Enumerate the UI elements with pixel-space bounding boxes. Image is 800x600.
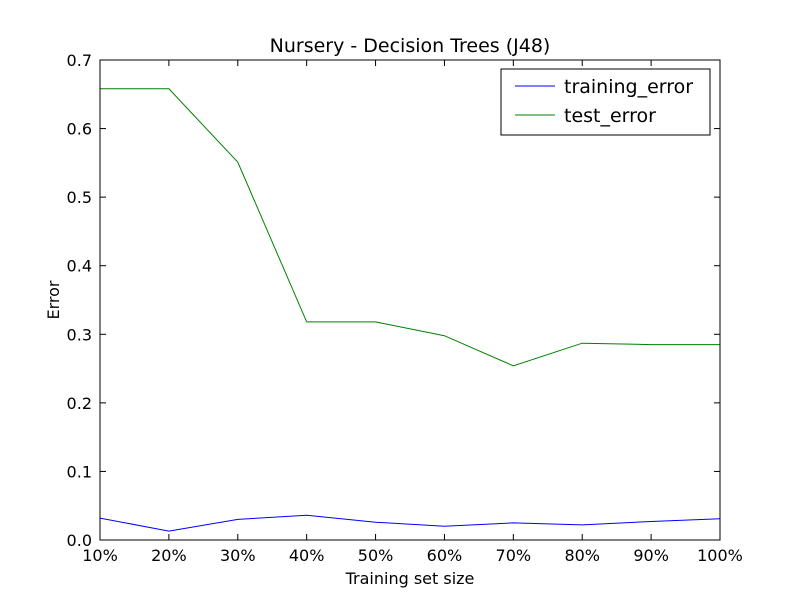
chart-title: Nursery - Decision Trees (J48)	[270, 35, 551, 57]
x-tick-label: 80%	[564, 546, 600, 565]
plot-area-frame	[99, 59, 721, 541]
series-line-test_error	[100, 88, 720, 367]
y-tick-label: 0.2	[67, 394, 92, 413]
y-tick-label: 0.1	[67, 462, 92, 481]
x-tick-label: 90%	[633, 546, 669, 565]
x-tick-label: 20%	[151, 546, 187, 565]
y-tick-label: 0.0	[67, 531, 92, 550]
y-axis-title: Error	[44, 280, 63, 319]
y-tick-label: 0.6	[67, 120, 92, 139]
legend-label-training_error: training_error	[564, 76, 693, 98]
series-layer	[99, 88, 721, 532]
legend-label-test_error: test_error	[564, 105, 656, 127]
legend: training_error test_error	[500, 68, 711, 136]
series-line-training_error	[99, 514, 721, 532]
y-tick-label: 0.7	[67, 51, 92, 70]
x-tick-label: 60%	[427, 546, 463, 565]
x-tick-label: 40%	[289, 546, 325, 565]
x-tick-label: 70%	[496, 546, 532, 565]
axis-ticks: 10% 20% 30% 40% 50% 60% 70% 80% 90% 100% 0.0 0.1 0.2…	[67, 51, 743, 565]
x-axis-title: Training set size	[345, 569, 475, 588]
x-tick-label: 100%	[697, 546, 743, 565]
x-tick-label: 50%	[358, 546, 394, 565]
y-tick-label: 0.5	[67, 188, 92, 207]
legend-box	[500, 68, 711, 136]
y-tick-label: 0.3	[67, 325, 92, 344]
y-tick-label: 0.4	[67, 257, 92, 276]
x-tick-label: 30%	[220, 546, 256, 565]
x-tick-label: 10%	[82, 546, 118, 565]
